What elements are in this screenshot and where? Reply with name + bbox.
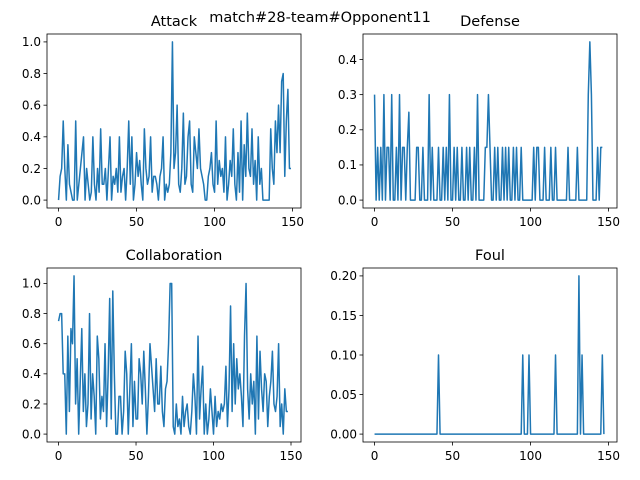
collaboration-x-tick-label: 150 — [280, 449, 303, 463]
defense-y-tick-label: 0.2 — [338, 123, 357, 137]
attack-x-tick-label: 100 — [203, 215, 226, 229]
collaboration-series-line — [57, 275, 288, 435]
foul-y-tick-label: 0.15 — [330, 309, 357, 323]
collaboration-y-tick-label: 0.2 — [22, 397, 41, 411]
attack-axes-frame — [46, 33, 302, 209]
defense-x-tick-label: 100 — [519, 215, 542, 229]
attack-x-tick-label: 50 — [129, 215, 144, 229]
attack-chart: Attack 0 50 100 150 0.0 0.2 0.4 0.6 0.8 1.0 — [22, 14, 304, 229]
collaboration-y-tick-label: 0.0 — [22, 427, 41, 441]
attack-series-line — [57, 41, 292, 201]
collaboration-chart: Collaboration 0 50 100 150 0.0 0.2 0.4 0.6 0.8 1.0 — [22, 248, 303, 463]
defense-chart: Defense 0 50 100 150 0.0 0.1 0.2 0.3 0.4 — [338, 14, 620, 229]
foul-title: Foul — [475, 248, 505, 264]
attack-y-tick-label: 0.4 — [22, 130, 41, 144]
attack-x-tick-label: 150 — [281, 215, 304, 229]
collaboration-y-tick-label: 1.0 — [22, 277, 41, 291]
collaboration-y-tick-label: 0.8 — [22, 307, 41, 321]
subplot-grid: Attack 0 50 100 150 0.0 0.2 0.4 0.6 0.8 1.0 Defense… — [22, 14, 620, 463]
attack-title: Attack — [151, 14, 198, 30]
collaboration-y-tick-label: 0.6 — [22, 337, 41, 351]
defense-x-tick-label: 150 — [597, 215, 620, 229]
foul-chart: Foul 0 50 100 150 0.00 0.05 0.10 0.15 0.20 — [330, 248, 620, 463]
foul-x-tick-label: 150 — [597, 449, 620, 463]
defense-y-tick-label: 0.3 — [338, 88, 357, 102]
defense-axes-frame — [362, 33, 618, 209]
defense-y-tick-label: 0.0 — [338, 193, 357, 207]
attack-y-tick-label: 0.0 — [22, 193, 41, 207]
foul-y-tick-label: 0.05 — [330, 388, 357, 402]
attack-y-tick-label: 0.2 — [22, 162, 41, 176]
collaboration-y-tick-label: 0.4 — [22, 367, 41, 381]
defense-title: Defense — [460, 14, 520, 30]
attack-y-tick-label: 0.8 — [22, 67, 41, 81]
foul-x-tick-label: 0 — [371, 449, 379, 463]
attack-x-tick-label: 0 — [55, 215, 63, 229]
collaboration-x-tick-label: 100 — [202, 449, 225, 463]
collaboration-axes-frame — [46, 267, 302, 443]
foul-y-tick-label: 0.00 — [330, 427, 357, 441]
attack-y-tick-label: 0.6 — [22, 98, 41, 112]
defense-y-tick-label: 0.4 — [338, 53, 357, 67]
defense-x-tick-label: 0 — [371, 215, 379, 229]
collaboration-x-tick-label: 50 — [128, 449, 143, 463]
collaboration-title: Collaboration — [126, 248, 223, 264]
foul-x-tick-label: 100 — [519, 449, 542, 463]
foul-y-tick-label: 0.10 — [330, 348, 357, 362]
collaboration-x-tick-label: 0 — [55, 449, 63, 463]
attack-y-tick-label: 1.0 — [22, 35, 41, 49]
foul-x-tick-label: 50 — [445, 449, 460, 463]
foul-series-line — [374, 275, 605, 435]
defense-x-tick-label: 50 — [445, 215, 460, 229]
defense-y-tick-label: 0.1 — [338, 158, 357, 172]
foul-y-tick-label: 0.20 — [330, 269, 357, 283]
figure-suptitle: match#28-team#Opponent11 — [209, 10, 431, 26]
defense-series-line — [373, 41, 603, 201]
